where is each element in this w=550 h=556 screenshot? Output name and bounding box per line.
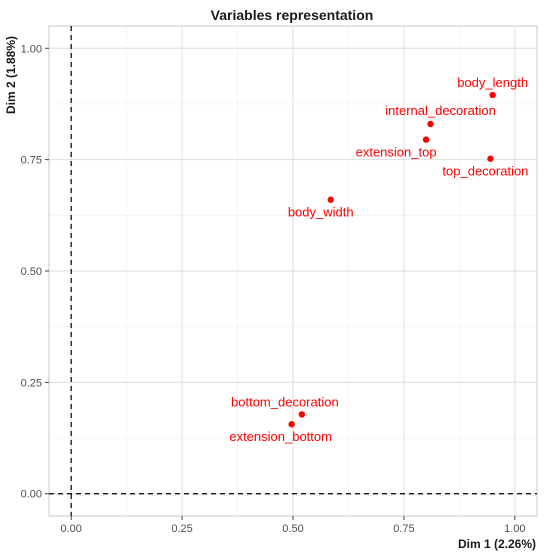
x-axis-ticks: 0.00 0.25 0.50 0.75 1.00 xyxy=(60,516,526,535)
y-tick-label: 0.25 xyxy=(21,377,42,389)
label-extension-top: extension_top xyxy=(356,145,437,160)
y-tick-label: 0.75 xyxy=(21,155,42,167)
x-tick-label: 0.00 xyxy=(60,523,81,535)
chart-title: Variables representation xyxy=(211,7,374,23)
y-axis-ticks: 0.00 0.25 0.50 0.75 1.00 xyxy=(21,43,49,501)
x-tick-label: 0.75 xyxy=(393,523,414,535)
y-tick-label: 0.00 xyxy=(21,489,42,501)
point-body-length xyxy=(489,91,496,99)
x-tick-label: 0.50 xyxy=(282,523,303,535)
point-extension-top xyxy=(422,136,430,143)
label-body-length: body_length xyxy=(457,75,528,90)
point-extension-bottom xyxy=(288,421,295,428)
x-tick-label: 0.25 xyxy=(171,523,192,535)
y-tick-label: 0.50 xyxy=(21,266,42,278)
point-body-width xyxy=(327,196,334,203)
label-extension-bottom: extension_bottom xyxy=(229,429,332,444)
point-bottom-decoration xyxy=(298,411,306,418)
label-internal-decoration: internal_decoration xyxy=(385,103,496,118)
label-body-width: body_width xyxy=(288,205,354,220)
label-bottom-decoration: bottom_decoration xyxy=(231,394,339,409)
reference-lines xyxy=(49,26,537,516)
point-labels: body_length internal_decoration extension_… xyxy=(229,75,528,444)
y-tick-label: 1.00 xyxy=(21,43,42,55)
data-points xyxy=(288,91,496,428)
label-top-decoration: top_decoration xyxy=(442,164,528,179)
y-axis-title: Dim 2 (1.88%) xyxy=(4,36,18,114)
x-axis-title: Dim 1 (2.26%) xyxy=(458,537,536,551)
point-internal-decoration xyxy=(427,120,434,128)
point-top-decoration xyxy=(487,155,494,162)
x-tick-label: 1.00 xyxy=(504,523,525,535)
